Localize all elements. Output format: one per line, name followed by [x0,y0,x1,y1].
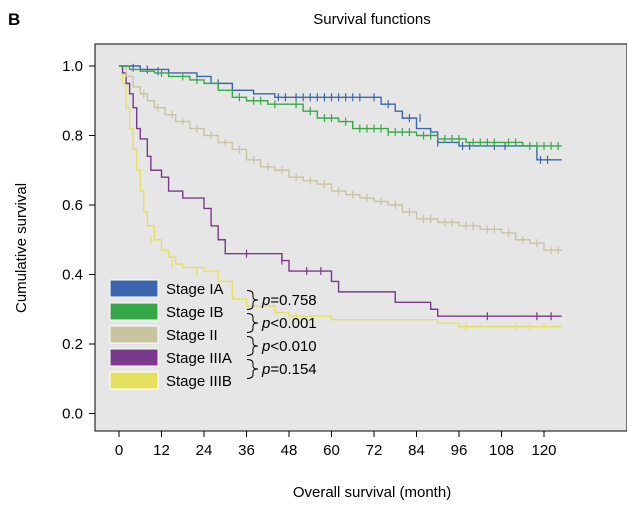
x-tick-label: 108 [489,442,514,459]
x-tick-label: 60 [323,442,340,459]
x-tick-label: 120 [531,442,556,459]
p-symbol: p [261,361,270,378]
p-symbol: p [261,315,270,332]
bracket [246,290,259,310]
x-tick-label: 72 [366,442,383,459]
legend-label: Stage IB [166,304,224,321]
chart-title: Survival functions [313,11,431,28]
x-tick-label: 48 [281,442,298,459]
y-tick-label: 0.4 [62,267,83,284]
plot-area [94,43,627,432]
curve-stage-ii [119,65,562,251]
p-symbol: p [261,292,270,309]
legend-swatch [109,325,159,344]
y-tick-label: 0.6 [62,197,83,214]
x-tick-label: 24 [196,442,213,459]
bracket [246,313,259,333]
legend-label: Stage IA [166,281,224,298]
legend-label: Stage IIIB [166,373,232,390]
x-axis-label: Overall survival (month) [293,484,451,501]
y-tick-label: 0.2 [62,336,83,353]
legend-label: Stage II [166,327,218,344]
x-tick-label: 0 [115,442,123,459]
p-value: <0.001 [270,315,316,332]
panel-label: B [8,10,20,29]
bracket [246,336,259,356]
p-value: =0.758 [270,292,316,309]
bracket [246,359,259,379]
x-tick-label: 96 [451,442,468,459]
y-tick-label: 0.0 [62,406,83,423]
legend-swatch [109,302,159,321]
x-tick-label: 84 [408,442,425,459]
curve-stage-iiib [119,65,562,328]
p-value-label: p=0.154 [261,361,317,378]
y-axis: 0.0 0.2 0.4 0.6 0.8 1.0 [62,58,95,423]
legend-swatch [109,348,159,367]
legend: Stage IA Stage IB Stage II Stage IIIA Stage … [109,279,232,390]
survival-curves [119,63,562,331]
curve-stage-iiia [119,65,562,317]
legend-swatch [109,371,159,390]
x-axis: 0 12 24 36 48 60 72 84 96 108 120 [115,431,557,459]
p-value-label: p<0.001 [261,315,317,332]
y-tick-label: 0.8 [62,128,83,145]
y-tick-label: 1.0 [62,58,83,75]
p-value: <0.010 [270,338,316,355]
p-value: =0.154 [270,361,316,378]
legend-swatch [109,279,159,298]
legend-label: Stage IIIA [166,350,232,367]
p-value-label: p=0.758 [261,292,317,309]
p-value-label: p<0.010 [261,338,317,355]
p-symbol: p [261,338,270,355]
x-tick-label: 12 [153,442,170,459]
curve-stage-ib [119,65,562,147]
x-tick-label: 36 [238,442,255,459]
y-axis-label: Cumulative survival [13,183,30,313]
